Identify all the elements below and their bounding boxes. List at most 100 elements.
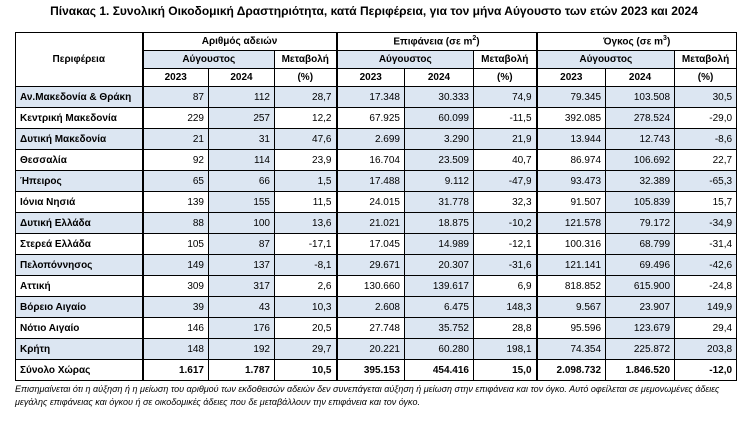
value-cell: 392.085 — [535, 107, 607, 129]
table-row: Θεσσαλία 92 114 23,9 16.704 23.509 40,7 86.974 1… — [15, 149, 738, 171]
value-cell: 309 — [141, 275, 209, 297]
value-cell: 79.172 — [605, 212, 676, 234]
value-cell: 79.345 — [535, 86, 607, 108]
table-row: Αν.Μακεδονία & Θράκη 87 112 28,7 17.348 30.33… — [15, 86, 738, 108]
value-cell: 17.488 — [335, 170, 405, 192]
region-cell: Αττική — [15, 275, 143, 297]
value-cell: 47,6 — [274, 128, 337, 150]
value-cell: 14.989 — [404, 233, 474, 255]
value-cell: 818.852 — [535, 275, 607, 297]
region-cell: Κρήτη — [15, 338, 143, 360]
area-pct-header: (%) — [472, 68, 538, 87]
value-cell: 39 — [141, 296, 209, 318]
value-cell: 1.846.520 — [605, 359, 676, 381]
value-cell: 1,5 — [274, 170, 337, 192]
value-cell: 2.098.732 — [535, 359, 607, 381]
value-cell: 2.608 — [335, 296, 405, 318]
value-cell: 2,6 — [274, 275, 337, 297]
table-body: Αν.Μακεδονία & Θράκη 87 112 28,7 17.348 30.33… — [15, 86, 738, 381]
value-cell: 149,9 — [674, 296, 738, 318]
value-cell: 2.699 — [335, 128, 405, 150]
volume-group-header: Όγκος (σε m3) — [535, 32, 738, 51]
value-cell: 30.333 — [404, 86, 474, 108]
value-cell: 176 — [208, 317, 275, 339]
value-cell: 21,9 — [472, 128, 538, 150]
value-cell: 12,2 — [274, 107, 337, 129]
area-group-header: Επιφάνεια (σε m2) — [335, 32, 538, 51]
value-cell: 103.508 — [605, 86, 676, 108]
value-cell: 28,7 — [274, 86, 337, 108]
value-cell: 93.473 — [535, 170, 607, 192]
value-cell: 60.280 — [404, 338, 474, 360]
area-month-header: Αύγουστος — [335, 50, 474, 69]
value-cell: 74,9 — [472, 86, 538, 108]
value-cell: 20.307 — [404, 254, 474, 276]
value-cell: 155 — [208, 191, 275, 213]
value-cell: -10,2 — [472, 212, 538, 234]
region-cell: Νότιο Αιγαίο — [15, 317, 143, 339]
value-cell: -12,0 — [674, 359, 738, 381]
table-row: Πελοπόννησος 149 137 -8,1 29.671 20.307 -31,6 1… — [15, 254, 738, 276]
value-cell: 229 — [141, 107, 209, 129]
permits-group-header: Αριθμός αδειών — [141, 32, 337, 51]
statistics-table: Περιφέρεια Αριθμός αδειών Επιφάνεια (σε … — [15, 32, 738, 381]
table-row: Νότιο Αιγαίο 146 176 20,5 27.748 35.752 28,8 95… — [15, 317, 738, 339]
value-cell: 32,3 — [472, 191, 538, 213]
value-cell: -31,4 — [674, 233, 738, 255]
volume-month-header: Αύγουστος — [535, 50, 676, 69]
value-cell: 3.290 — [404, 128, 474, 150]
value-cell: 68.799 — [605, 233, 676, 255]
value-cell: 21.021 — [335, 212, 405, 234]
region-cell: Σύνολο Χώρας — [15, 359, 143, 381]
value-cell: 87 — [141, 86, 209, 108]
value-cell: 149 — [141, 254, 209, 276]
region-cell: Δυτική Μακεδονία — [15, 128, 143, 150]
value-cell: 29,4 — [674, 317, 738, 339]
value-cell: -31,6 — [472, 254, 538, 276]
value-cell: 87 — [208, 233, 275, 255]
value-cell: 30,5 — [674, 86, 738, 108]
value-cell: 31.778 — [404, 191, 474, 213]
value-cell: 24.015 — [335, 191, 405, 213]
volume-pct-header: (%) — [674, 68, 738, 87]
region-cell: Κεντρική Μακεδονία — [15, 107, 143, 129]
value-cell: 112 — [208, 86, 275, 108]
volume-change-header: Μεταβολή — [674, 50, 738, 69]
value-cell: 22,7 — [674, 149, 738, 171]
value-cell: 317 — [208, 275, 275, 297]
value-cell: 23,9 — [274, 149, 337, 171]
value-cell: 17.045 — [335, 233, 405, 255]
region-cell: Στερεά Ελλάδα — [15, 233, 143, 255]
value-cell: -47,9 — [472, 170, 538, 192]
value-cell: -11,5 — [472, 107, 538, 129]
value-cell: 105.839 — [605, 191, 676, 213]
value-cell: 225.872 — [605, 338, 676, 360]
value-cell: 18.875 — [404, 212, 474, 234]
value-cell: -65,3 — [674, 170, 738, 192]
value-cell: 146 — [141, 317, 209, 339]
value-cell: 139 — [141, 191, 209, 213]
table-row: Κεντρική Μακεδονία 229 257 12,2 67.925 60.099… — [15, 107, 738, 129]
value-cell: 28,8 — [472, 317, 538, 339]
value-cell: -42,6 — [674, 254, 738, 276]
region-cell: Δυτική Ελλάδα — [15, 212, 143, 234]
value-cell: 9.112 — [404, 170, 474, 192]
value-cell: 92 — [141, 149, 209, 171]
value-cell: 203,8 — [674, 338, 738, 360]
value-cell: 1.617 — [141, 359, 209, 381]
area-year2-header: 2024 — [404, 68, 474, 87]
value-cell: 69.496 — [605, 254, 676, 276]
region-header: Περιφέρεια — [15, 32, 143, 87]
value-cell: 192 — [208, 338, 275, 360]
value-cell: 95.596 — [535, 317, 607, 339]
value-cell: 454.416 — [404, 359, 474, 381]
value-cell: 114 — [208, 149, 275, 171]
value-cell: 40,7 — [472, 149, 538, 171]
value-cell: 27.748 — [335, 317, 405, 339]
value-cell: 1.787 — [208, 359, 275, 381]
value-cell: 13,6 — [274, 212, 337, 234]
value-cell: 29,7 — [274, 338, 337, 360]
value-cell: 15,0 — [472, 359, 538, 381]
value-cell: 615.900 — [605, 275, 676, 297]
value-cell: 23.509 — [404, 149, 474, 171]
